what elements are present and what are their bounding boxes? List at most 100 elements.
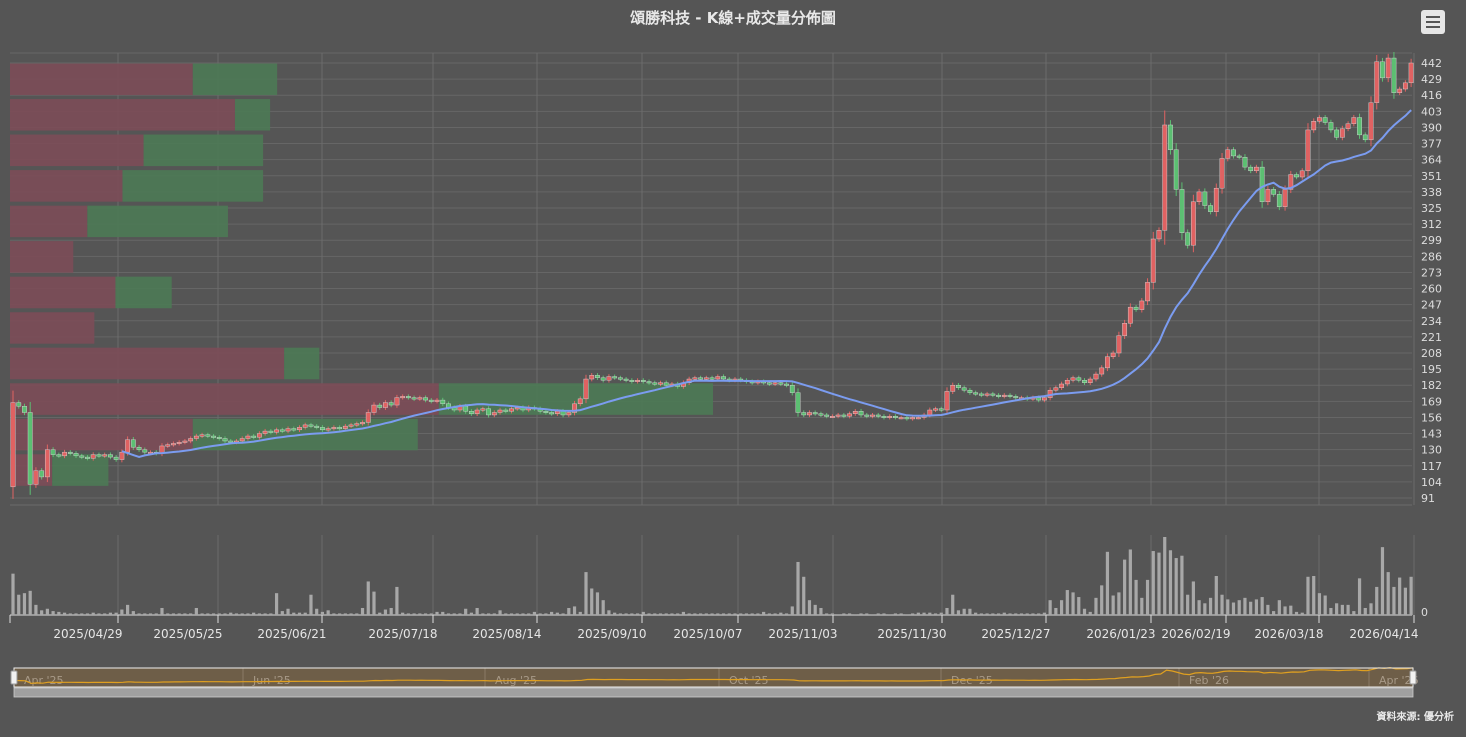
candle-up[interactable] [927, 409, 933, 416]
candle-down[interactable] [85, 456, 90, 459]
volume-bar[interactable] [252, 612, 256, 615]
candle-up[interactable] [417, 397, 423, 400]
candle-down[interactable] [22, 406, 27, 413]
volume-bar[interactable] [292, 612, 296, 615]
candle-down[interactable] [1231, 149, 1236, 157]
volume-bar[interactable] [34, 604, 38, 615]
volume-bar[interactable] [481, 613, 485, 615]
volume-bar[interactable] [928, 612, 932, 615]
candle-up[interactable] [90, 454, 96, 459]
candle-down[interactable] [216, 437, 222, 439]
volume-bar[interactable] [865, 613, 869, 615]
volume-bar[interactable] [1208, 597, 1213, 615]
candle-up[interactable] [1001, 394, 1007, 397]
candle-up[interactable] [1397, 88, 1403, 93]
volume-bar[interactable] [699, 613, 703, 615]
volume-bar[interactable] [1392, 586, 1396, 615]
candle-up[interactable] [62, 451, 67, 457]
volume-bar[interactable] [355, 613, 359, 615]
candle-down[interactable] [629, 380, 635, 382]
candle-down[interactable] [405, 396, 411, 399]
volume-bar[interactable] [108, 612, 113, 615]
candle-up[interactable] [1064, 380, 1070, 385]
candle-down[interactable] [795, 392, 801, 413]
candle-up[interactable] [554, 411, 560, 414]
candle-up[interactable] [944, 391, 950, 411]
volume-bar[interactable] [114, 612, 118, 615]
navigator-right-handle[interactable] [1409, 670, 1417, 685]
candle-up[interactable] [933, 408, 938, 411]
volume-bar[interactable] [527, 613, 531, 615]
volume-bar[interactable] [57, 611, 61, 615]
volume-bar[interactable] [303, 612, 307, 615]
candle-up[interactable] [365, 412, 371, 423]
candle-down[interactable] [308, 424, 314, 427]
volume-bar[interactable] [813, 604, 817, 615]
hamburger-menu-icon[interactable] [1421, 10, 1445, 34]
volume-bar[interactable] [1398, 577, 1402, 615]
volume-bar[interactable] [830, 613, 834, 615]
volume-bar[interactable] [933, 613, 938, 615]
volume-bar[interactable] [882, 613, 886, 615]
candle-up[interactable] [1093, 373, 1099, 380]
volume-bar[interactable] [1306, 576, 1310, 615]
volume-bar[interactable] [372, 591, 376, 615]
candle-down[interactable] [16, 402, 22, 407]
candle-up[interactable] [1070, 377, 1076, 381]
volume-bar[interactable] [1231, 602, 1236, 615]
candle-down[interactable] [27, 412, 33, 485]
volume-bar[interactable] [807, 600, 812, 615]
candle-up[interactable] [199, 434, 205, 437]
volume-bar[interactable] [1277, 600, 1281, 615]
volume-bar[interactable] [584, 572, 588, 615]
candle-down[interactable] [142, 449, 148, 453]
volume-bar[interactable] [1329, 607, 1333, 615]
volume-bar[interactable] [297, 612, 302, 615]
volume-bar[interactable] [11, 573, 15, 615]
candle-down[interactable] [1362, 134, 1368, 141]
candle-down[interactable] [1179, 189, 1185, 233]
volume-bar[interactable] [1335, 603, 1339, 615]
volume-bar[interactable] [601, 600, 605, 615]
candle-up[interactable] [1339, 128, 1345, 138]
candle-down[interactable] [1236, 155, 1242, 158]
candle-up[interactable] [606, 376, 612, 381]
candle-down[interactable] [858, 411, 864, 416]
candle-up[interactable] [1087, 378, 1093, 383]
volume-bar[interactable] [28, 590, 32, 615]
volume-bar[interactable] [979, 613, 983, 615]
volume-bar[interactable] [469, 612, 473, 615]
volume-bar[interactable] [418, 613, 422, 615]
candle-down[interactable] [130, 439, 136, 448]
volume-bar[interactable] [234, 613, 239, 615]
volume-bar[interactable] [1054, 607, 1058, 615]
volume-bar[interactable] [486, 613, 491, 615]
candle-up[interactable] [1408, 62, 1414, 84]
candle-down[interactable] [996, 394, 1001, 397]
candle-up[interactable] [1254, 166, 1259, 172]
volume-bar[interactable] [509, 613, 514, 615]
candle-up[interactable] [331, 427, 337, 430]
candle-up[interactable] [102, 454, 108, 457]
volume-bar[interactable] [1157, 552, 1161, 615]
volume-bar[interactable] [985, 613, 989, 615]
candle-up[interactable] [1105, 356, 1110, 369]
volume-bar[interactable] [1168, 550, 1173, 615]
candle-up[interactable] [847, 413, 852, 417]
volume-bar[interactable] [687, 613, 691, 615]
volume-bar[interactable] [1352, 611, 1356, 615]
candle-down[interactable] [875, 414, 881, 417]
candle-down[interactable] [1036, 397, 1042, 401]
volume-bar[interactable] [492, 613, 496, 615]
volume-bar[interactable] [1369, 603, 1373, 615]
volume-bar[interactable] [1140, 597, 1144, 615]
candle-up[interactable] [1225, 149, 1231, 159]
volume-bar[interactable] [532, 611, 537, 615]
volume-bar[interactable] [991, 613, 995, 615]
candle-up[interactable] [1345, 123, 1351, 129]
volume-bar[interactable] [458, 613, 462, 615]
candle-down[interactable] [1294, 174, 1299, 178]
volume-bar[interactable] [911, 613, 915, 615]
volume-bar[interactable] [1059, 600, 1064, 615]
volume-bar[interactable] [790, 606, 794, 615]
